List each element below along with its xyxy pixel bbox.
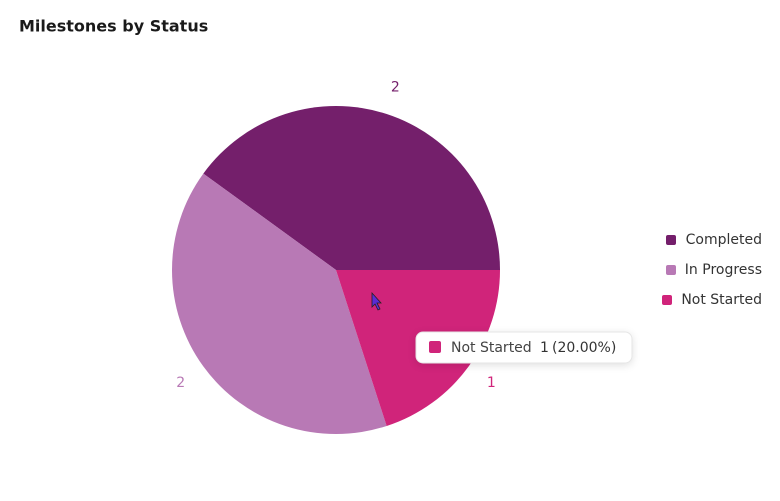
- tooltip-value: 1: [540, 340, 549, 356]
- tooltip-box: [415, 331, 633, 364]
- legend-marker: [666, 235, 676, 245]
- legend-label: In Progress: [685, 262, 762, 278]
- tooltip-name: Not Started: [451, 340, 532, 356]
- tooltip-percent: (20.00%): [552, 340, 616, 356]
- cursor: [371, 291, 382, 311]
- legend-marker: [666, 265, 676, 275]
- tooltip-marker: [429, 341, 441, 353]
- legend-label: Not Started: [681, 292, 762, 308]
- chart-title: Milestones by Status: [19, 17, 208, 36]
- value-label: 2: [176, 375, 185, 391]
- value-label: 2: [391, 79, 400, 95]
- pie-slice: [172, 173, 387, 435]
- tooltip: Not Started 1 (20.00%): [415, 331, 633, 364]
- pie-slice: [203, 106, 500, 270]
- legend-marker: [662, 295, 672, 305]
- legend-label: Completed: [686, 232, 762, 248]
- value-label: 1: [487, 375, 496, 391]
